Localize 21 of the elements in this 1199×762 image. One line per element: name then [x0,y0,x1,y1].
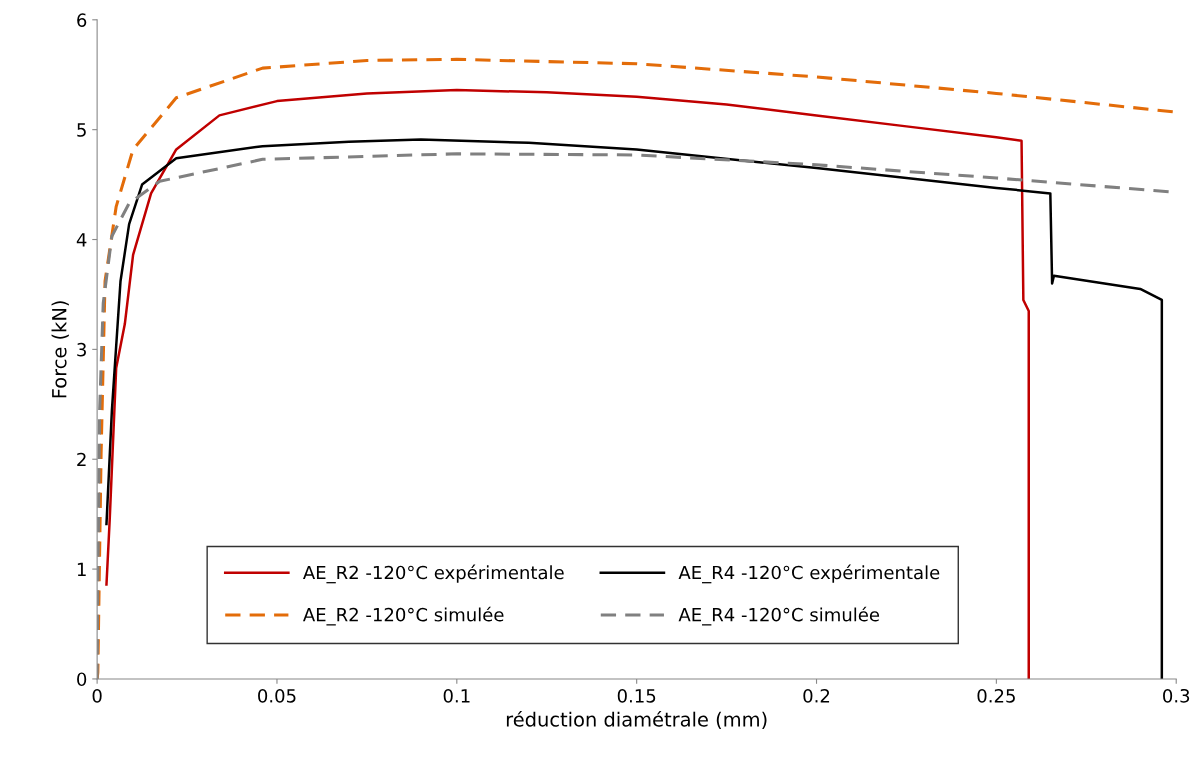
x-tick-label: 0.05 [258,688,296,703]
y-tick-label: 2 [77,452,86,467]
legend-label: AE_R2 -120°C expérimentale [302,564,564,584]
x-tick-label: 0.15 [617,688,656,703]
line-series [105,88,1030,679]
y-tick-label: 3 [77,342,86,357]
legend-label: AE_R4 -120°C simulée [678,606,880,626]
y-tick-label: 1 [77,562,86,576]
x-tick-label: 0.1 [443,688,470,703]
x-tick-label: 0.3 [1163,688,1190,703]
x-axis-title: réduction diamétrale (mm) [506,710,767,730]
x-tick-label: 0.2 [803,688,830,703]
y-axis-title: Force (kN) [51,301,69,398]
y-tick-label: 6 [77,13,87,27]
y-tick-label: 5 [77,123,86,137]
y-tick-label: 4 [76,233,87,247]
x-tick-label: 0.25 [977,688,1015,703]
y-tick-label: 0 [77,672,87,687]
legend-label: AE_R2 -120°C simulée [302,606,504,626]
x-tick-label: 0 [92,688,102,703]
legend-label: AE_R4 -120°C expérimentale [678,564,940,584]
